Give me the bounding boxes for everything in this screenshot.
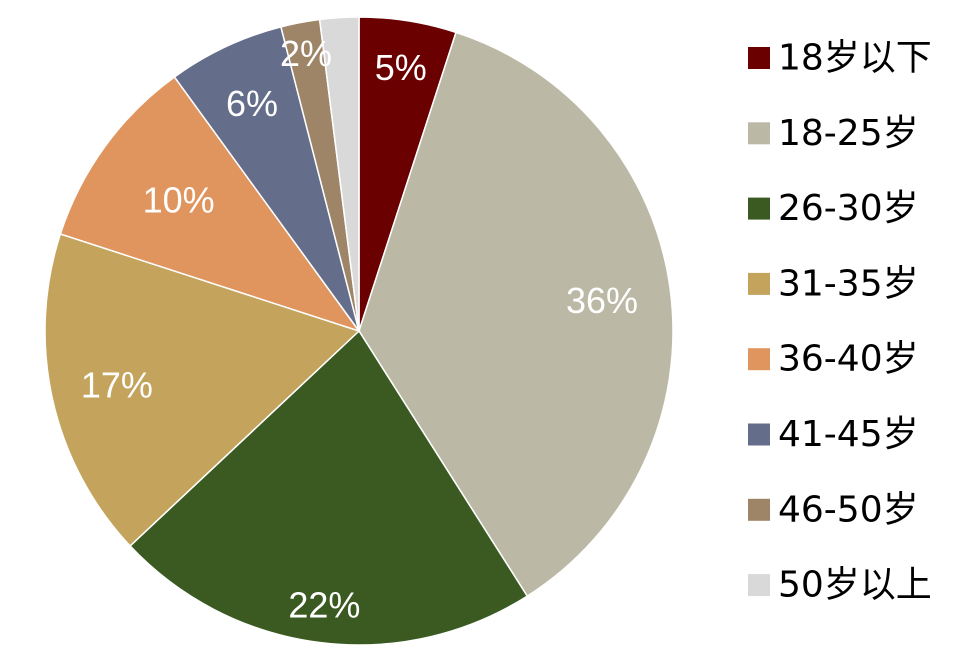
legend-label: 41-45岁 (778, 414, 919, 455)
legend-swatch (748, 272, 770, 295)
pie-slice-8 (318, 16, 360, 332)
pie-slice-3 (129, 329, 529, 646)
pie-data-label: 5% (375, 47, 427, 88)
legend-label: 26-30岁 (778, 188, 919, 229)
legend-swatch (748, 47, 770, 69)
legend-label: 18-25岁 (778, 113, 919, 154)
legend-label: 36-40岁 (778, 339, 919, 380)
legend-label: 46-50岁 (778, 489, 919, 530)
legend-swatch (748, 197, 770, 220)
legend-label: 31-35岁 (778, 263, 919, 304)
pie-data-label: 17% (81, 365, 153, 406)
legend: 18岁以下 18-25岁 26-30岁 31-35岁 36-40岁 41-45岁 46-50… (748, 38, 932, 606)
legend-swatch (748, 574, 770, 597)
legend-swatch (748, 348, 770, 371)
legend-label: 18岁以下 (778, 38, 932, 79)
pie-slice-4 (44, 233, 361, 548)
pie-data-label: 2% (280, 33, 332, 74)
pie-slice-5 (59, 75, 361, 333)
pie-slices (44, 16, 674, 646)
pie-data-label: 22% (288, 585, 360, 626)
legend-swatch (748, 122, 770, 145)
pie-data-label: 10% (143, 180, 215, 221)
pie-slice-2 (358, 31, 674, 598)
pie-data-labels: 5% 36% 22% 17% 10% 6%2% (81, 33, 638, 626)
legend-label: 50岁以上 (778, 565, 932, 606)
pie-data-label: 6% (226, 83, 278, 124)
pie-data-label: 36% (566, 280, 638, 321)
legend-swatch (748, 423, 770, 446)
pie-slice-6 (173, 25, 360, 332)
legend-swatch (748, 498, 770, 521)
